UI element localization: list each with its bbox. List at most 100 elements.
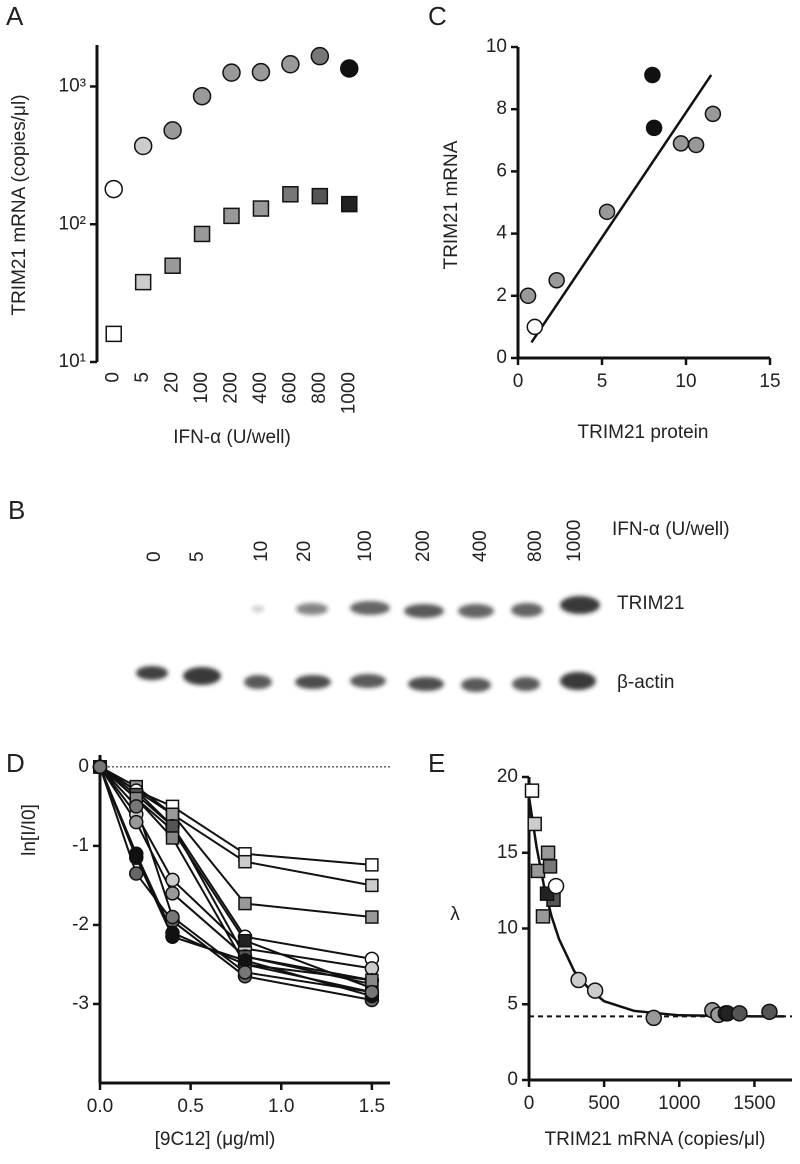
panel-letter: B: [8, 495, 25, 525]
x-axis-label: [9C12] (μg/ml): [155, 1129, 276, 1150]
lane-label: 5: [187, 551, 208, 562]
band: [136, 666, 168, 680]
y-tick-label: 0: [78, 756, 89, 777]
x-tick-label: 15: [759, 371, 780, 392]
circle-point: [237, 965, 253, 980]
lane-label: 10: [251, 541, 272, 562]
x-tick-label: 600: [279, 372, 300, 404]
fit-line: [530, 74, 713, 344]
circle-point: [761, 1003, 778, 1021]
x-tick-label: 1.0: [268, 1096, 294, 1117]
y-tick-label: 2: [496, 285, 507, 306]
band: [244, 675, 272, 689]
x-tick-label: 5: [597, 371, 608, 392]
x-tick-label: 500: [588, 1093, 620, 1114]
circle-point: [340, 59, 359, 78]
circle-point: [519, 287, 537, 305]
band: [461, 678, 491, 692]
y-axis-label: TRIM21 mRNA: [441, 140, 462, 269]
square-point: [540, 845, 556, 860]
square-point: [105, 325, 122, 343]
y-axis-label: ln[I/I0]: [19, 804, 40, 856]
x-tick-label: 100: [191, 372, 212, 404]
band: [560, 672, 596, 690]
circle-point: [645, 1009, 662, 1027]
circle-point: [165, 886, 180, 901]
circle-point: [165, 872, 180, 888]
circle-point: [526, 318, 544, 336]
circle-point: [192, 86, 212, 106]
circle-point: [165, 929, 180, 945]
square-point: [365, 878, 379, 893]
square-point: [165, 807, 180, 822]
circle-point: [586, 982, 604, 999]
y-tick-label: 20: [497, 766, 518, 787]
lane-label: 200: [413, 530, 434, 562]
lane-label: 20: [294, 541, 315, 562]
y-tick-label: 10: [497, 918, 518, 939]
circle-point: [687, 136, 705, 154]
circle-point: [570, 971, 587, 989]
circle-point: [364, 984, 380, 1000]
x-tick-label: 0.0: [87, 1096, 113, 1117]
blot-condition: IFN-α (U/well): [612, 519, 730, 540]
square-point: [223, 207, 240, 225]
band: [408, 677, 444, 691]
circle-point: [165, 909, 180, 925]
x-tick-label: 5: [132, 372, 153, 383]
y-tick-label: -1: [72, 835, 89, 856]
lane-label: 0: [144, 551, 165, 562]
circle-point: [222, 63, 241, 82]
y-tick-label: 6: [496, 160, 507, 181]
y-tick-label: 0: [496, 347, 507, 368]
lane-label: 400: [470, 530, 491, 562]
square-point: [365, 973, 379, 988]
x-tick-label: 0: [524, 1093, 535, 1114]
western-blot: [136, 596, 600, 692]
x-tick-label: 0: [513, 371, 524, 392]
y-tick-label: 4: [496, 223, 507, 244]
circle-point: [104, 179, 123, 199]
x-tick-label: 400: [250, 372, 271, 404]
square-point: [527, 816, 542, 832]
panel-letter: A: [6, 1, 24, 31]
band: [458, 604, 494, 618]
circle-point: [129, 814, 144, 830]
circle-point: [704, 105, 722, 123]
square-point: [252, 200, 270, 217]
circle-point: [281, 54, 300, 74]
panel-letter: C: [428, 1, 447, 31]
y-axis-label: TRIM21 mRNA (copies/μl): [9, 94, 30, 315]
circle-point: [310, 46, 330, 66]
circle-point: [644, 66, 661, 84]
circle-point: [129, 866, 144, 881]
circle-point: [133, 136, 153, 156]
circle-point: [547, 877, 565, 895]
x-tick-label: 0.5: [177, 1096, 203, 1117]
circle-point: [731, 1005, 748, 1022]
x-tick-label: 1.5: [359, 1096, 385, 1117]
y-tick-label: 8: [496, 98, 507, 119]
circle-point: [129, 850, 144, 865]
band: [350, 674, 386, 688]
circle-point: [92, 759, 108, 775]
band: [183, 667, 221, 685]
square-point: [341, 195, 358, 213]
blot-protein: β-actin: [617, 672, 674, 693]
square-point: [165, 831, 180, 845]
lane-label: 1000: [564, 520, 585, 562]
y-tick-label: 15: [497, 842, 518, 863]
square-point: [535, 909, 551, 924]
circle-point: [645, 119, 663, 137]
square-point: [134, 273, 152, 291]
circle-point: [548, 272, 565, 289]
square-point: [311, 187, 329, 205]
fit-line: [527, 796, 785, 1018]
lane-label: 100: [355, 530, 376, 562]
circle-point: [237, 953, 253, 968]
y-tick-label: 0: [507, 1069, 518, 1090]
y-tick-label: -3: [72, 993, 89, 1014]
x-tick-label: 800: [309, 372, 330, 404]
x-tick-label: 0: [103, 372, 124, 383]
circle-point: [251, 62, 271, 82]
